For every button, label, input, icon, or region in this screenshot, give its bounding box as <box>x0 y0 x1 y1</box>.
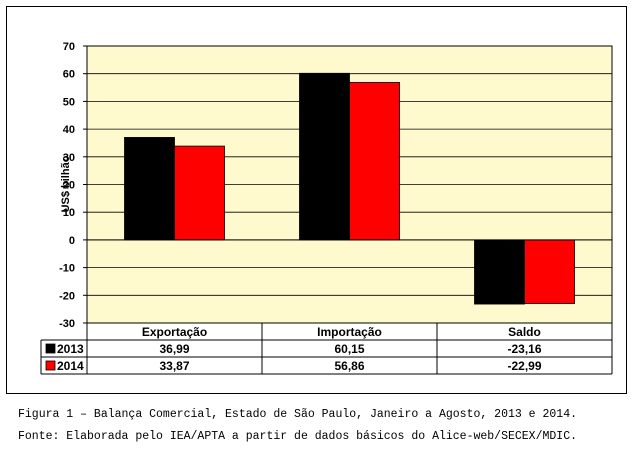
source-caption: Fonte: Elaborada pelo IEA/APTA a partir … <box>18 430 577 443</box>
y-tick-label: 20 <box>63 180 75 192</box>
data-label: 36,99 <box>159 342 189 356</box>
caption: Figura 1 – Balança Comercial, Estado de … <box>18 404 628 448</box>
legend-swatch-2013 <box>45 343 56 354</box>
chart-frame: -30 -20 -10 0 10 20 30 40 50 60 70 US$ bilhão Expo… <box>6 6 627 394</box>
y-tick-label: 40 <box>63 124 75 136</box>
bar-2013-2 <box>474 239 525 305</box>
legend-label-2014: 2014 <box>57 359 84 373</box>
category-label: Exportação <box>142 325 207 339</box>
bar-2014-1 <box>349 81 400 241</box>
y-tick-label: 0 <box>69 235 75 247</box>
bar-2013-0 <box>124 137 175 241</box>
y-tick-label: 60 <box>63 69 75 81</box>
data-label: 56,86 <box>334 359 364 373</box>
bar-2014-0 <box>174 145 225 241</box>
y-tick-label: -30 <box>59 318 75 330</box>
data-label: 60,15 <box>334 342 364 356</box>
category-label: Importação <box>317 325 382 339</box>
bar-2014-2 <box>524 239 575 304</box>
bar-2013-1 <box>299 72 350 241</box>
bars <box>124 72 575 305</box>
y-axis-label: US$ bilhão <box>60 155 72 212</box>
y-tick-label: 10 <box>63 207 75 219</box>
legend-label-2013: 2013 <box>57 342 84 356</box>
category-label: Saldo <box>508 325 541 339</box>
chart-svg: -30 -20 -10 0 10 20 30 40 50 60 70 US$ bilhão Expo… <box>40 41 613 375</box>
data-table: Exportação Importação Saldo 2013 36,99 60,15 -… <box>40 46 613 375</box>
y-tick-label: 30 <box>63 152 75 164</box>
y-tick-label: -20 <box>59 290 75 302</box>
y-tick-label: -10 <box>59 263 75 275</box>
y-tick-label: 70 <box>63 41 75 53</box>
legend-swatch-2014 <box>45 360 56 371</box>
y-tick-labels: -30 -20 -10 0 10 20 30 40 50 60 70 <box>59 41 87 330</box>
data-label: -23,16 <box>507 342 541 356</box>
figure-caption: Figura 1 – Balança Comercial, Estado de … <box>18 408 577 421</box>
y-tick-label: 50 <box>63 96 75 108</box>
data-label: -22,99 <box>507 359 541 373</box>
data-label: 33,87 <box>159 359 189 373</box>
